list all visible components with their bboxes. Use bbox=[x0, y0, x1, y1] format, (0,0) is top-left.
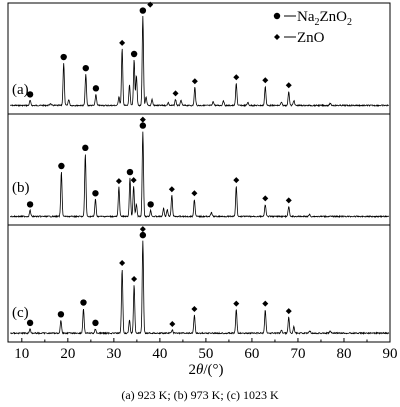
na2zno2-marker bbox=[57, 311, 65, 318]
zno-marker bbox=[168, 186, 175, 193]
na2zno2-marker bbox=[26, 201, 34, 208]
zno-marker bbox=[119, 39, 126, 46]
zno-marker bbox=[191, 78, 198, 85]
na2zno2-marker bbox=[92, 85, 100, 92]
panels-group: (a) (b) (c) bbox=[7, 1, 391, 343]
x-tick-label: 30 bbox=[106, 346, 121, 362]
zno-marker bbox=[147, 1, 154, 8]
zno-marker bbox=[119, 259, 126, 266]
x-tick-label: 90 bbox=[383, 346, 398, 362]
zno-marker bbox=[285, 82, 292, 89]
na2zno2-marker bbox=[60, 53, 67, 61]
x-tick-label: 20 bbox=[60, 346, 75, 362]
na2zno2-marker bbox=[139, 7, 147, 14]
legend: Na2ZnO2 ZnO bbox=[273, 9, 352, 46]
na2zno2-marker bbox=[26, 91, 34, 98]
zno-marker bbox=[130, 177, 137, 184]
na2zno2-marker bbox=[82, 64, 89, 72]
zno-marker bbox=[139, 226, 146, 233]
na2zno2-marker bbox=[139, 231, 147, 239]
na2zno2-marker bbox=[92, 190, 99, 197]
na2zno2-marker bbox=[82, 144, 89, 152]
zno-marker bbox=[233, 177, 240, 184]
x-tick-label: 10 bbox=[14, 346, 29, 362]
zno-marker bbox=[233, 300, 240, 307]
zno-marker bbox=[262, 195, 269, 202]
zno-marker bbox=[285, 308, 292, 315]
x-axis: 10 20 30 40 50 60 70 80 90 bbox=[14, 338, 398, 362]
legend-diamond-marker bbox=[274, 34, 280, 40]
panel-label: (c) bbox=[12, 305, 29, 321]
zno-marker bbox=[191, 190, 198, 197]
xrd-trace bbox=[9, 131, 390, 219]
xrd-trace bbox=[9, 240, 390, 336]
x-tick-label: 50 bbox=[198, 346, 213, 362]
na2zno2-marker bbox=[92, 319, 99, 327]
na2zno2-marker bbox=[147, 201, 154, 208]
panel-3: (c) bbox=[7, 224, 391, 343]
zno-marker bbox=[233, 74, 240, 81]
figure-caption: (a) 923 K; (b) 973 K; (c) 1023 K bbox=[121, 388, 279, 402]
panel-label: (a) bbox=[12, 82, 29, 98]
na2zno2-marker bbox=[126, 168, 134, 176]
panel-label: (b) bbox=[12, 180, 30, 196]
x-tick-label: 70 bbox=[290, 346, 305, 362]
na2zno2-marker bbox=[80, 299, 87, 306]
zno-marker bbox=[262, 300, 269, 307]
panel-frame bbox=[7, 113, 391, 226]
na2zno2-marker bbox=[26, 319, 34, 327]
zno-marker bbox=[172, 90, 179, 97]
na2zno2-marker bbox=[58, 162, 65, 170]
x-axis-label: 2θ/(°) bbox=[188, 362, 223, 378]
x-tick-label: 80 bbox=[336, 346, 351, 362]
zno-marker bbox=[115, 178, 122, 185]
panel-frame bbox=[7, 224, 391, 343]
zno-marker bbox=[131, 276, 138, 282]
zno-marker bbox=[139, 116, 146, 123]
zno-marker bbox=[191, 305, 198, 312]
na2zno2-marker bbox=[139, 122, 147, 129]
x-tick-label: 40 bbox=[152, 346, 167, 362]
x-tick-label: 60 bbox=[244, 346, 259, 362]
xrd-trace bbox=[10, 16, 390, 108]
na2zno2-marker bbox=[130, 50, 138, 58]
panel-2: (b) bbox=[7, 113, 391, 226]
legend-label-zno: ZnO bbox=[297, 30, 325, 46]
zno-marker bbox=[169, 320, 176, 327]
zno-marker bbox=[285, 197, 292, 204]
zno-marker bbox=[262, 77, 269, 84]
legend-label-na2zno2: Na2ZnO2 bbox=[297, 9, 352, 28]
legend-circle-marker bbox=[273, 12, 281, 20]
